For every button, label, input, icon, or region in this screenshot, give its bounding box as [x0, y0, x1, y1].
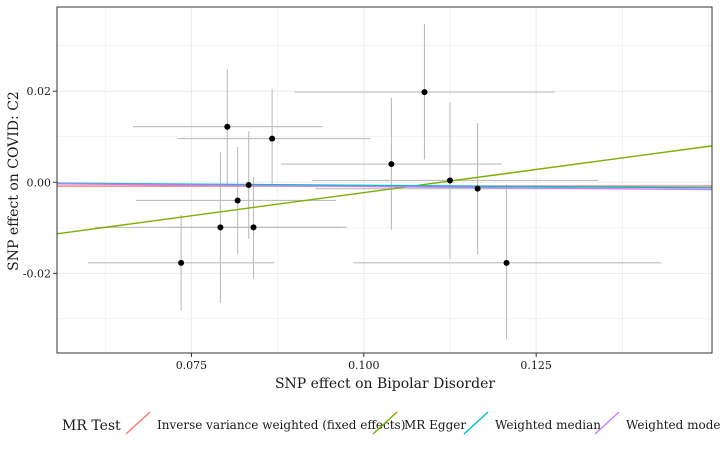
- legend-label: Weighted mode: [626, 418, 720, 432]
- legend-label: MR Egger: [404, 418, 466, 432]
- gridlines: [57, 7, 712, 353]
- regression-line: [56, 145, 713, 235]
- data-point: [503, 259, 510, 266]
- data-point: [474, 185, 481, 192]
- legend-key: [372, 411, 398, 435]
- y-axis-ticks: -0.02 0.00 0.02: [23, 85, 57, 280]
- data-point: [217, 224, 224, 231]
- x-tick-label: 0.100: [348, 359, 380, 372]
- y-tick-label: -0.02: [23, 267, 51, 280]
- regression-line: [56, 183, 713, 191]
- y-tick-label: 0.02: [27, 85, 52, 98]
- legend-key: [594, 411, 620, 435]
- data-point: [224, 123, 231, 130]
- legend-key: [463, 411, 489, 435]
- data-point: [234, 197, 241, 204]
- data-point: [388, 161, 395, 168]
- data-point: [178, 259, 185, 266]
- data-points: [178, 89, 510, 266]
- legend-label: Weighted median: [495, 418, 601, 432]
- legend-key: [125, 411, 151, 435]
- regression-line: [56, 182, 713, 189]
- x-tick-label: 0.125: [520, 359, 552, 372]
- regression-lines: [56, 145, 713, 235]
- data-point: [447, 177, 453, 184]
- data-point: [250, 224, 257, 231]
- legend-title: MR Test: [62, 418, 121, 434]
- x-axis-ticks: 0.075 0.100 0.125: [176, 353, 552, 372]
- data-point: [421, 89, 428, 96]
- legend-label: Inverse variance weighted (fixed effects…: [157, 418, 405, 432]
- x-tick-label: 0.075: [176, 359, 208, 372]
- y-axis-title: SNP effect on COVID: C2: [6, 91, 22, 271]
- legend: MR Test Inverse variance weighted (fixed…: [62, 411, 720, 435]
- x-axis-title: SNP effect on Bipolar Disorder: [275, 376, 495, 392]
- data-point: [245, 182, 252, 189]
- data-point: [269, 135, 276, 142]
- panel-border: [56, 6, 713, 354]
- y-tick-label: 0.00: [27, 176, 52, 189]
